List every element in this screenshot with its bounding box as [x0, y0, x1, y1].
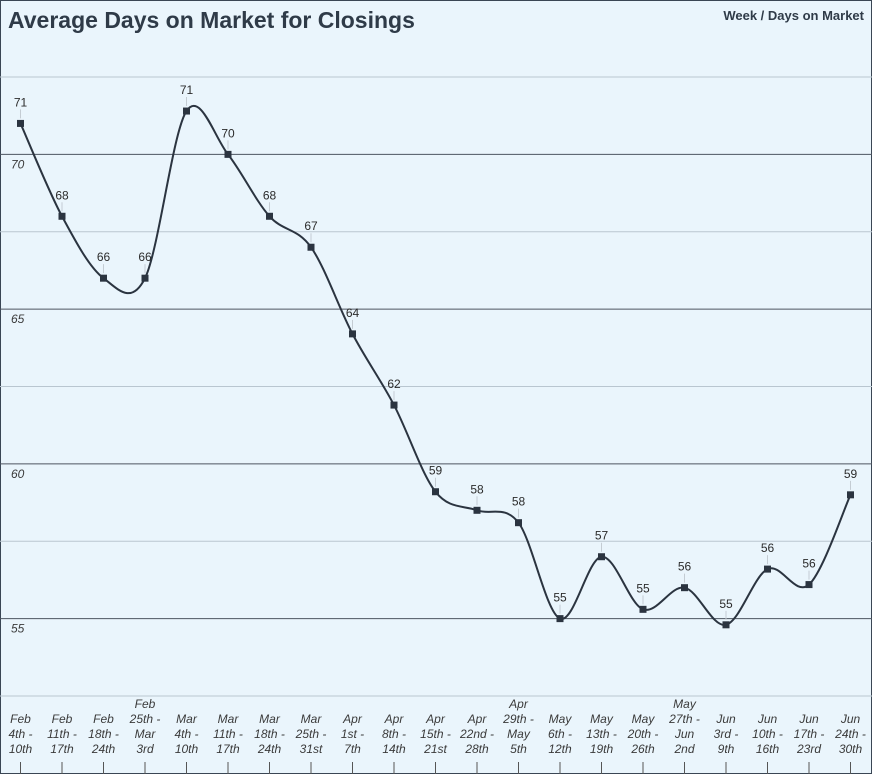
data-label: 59 — [429, 464, 443, 478]
data-point — [681, 584, 688, 592]
data-point — [266, 212, 273, 220]
y-tick-label: 65 — [11, 312, 25, 326]
x-tick-label: May 27th -Jun 2nd — [668, 697, 700, 756]
data-label: 58 — [470, 482, 484, 496]
x-tick-label: Apr 1st -7th — [341, 712, 364, 756]
x-tick-label: Feb 11th -17th — [47, 712, 77, 756]
data-label: 68 — [263, 188, 277, 202]
data-label: 55 — [719, 597, 733, 611]
data-point — [307, 243, 315, 251]
x-tick-label: Apr 29th -May 5th — [502, 697, 534, 756]
data-point — [58, 212, 66, 220]
data-point — [224, 150, 232, 158]
y-tick-label: 55 — [11, 622, 25, 636]
data-point — [473, 506, 481, 514]
data-label: 56 — [761, 541, 775, 555]
y-tick-label: 70 — [11, 157, 25, 171]
x-tick-label: Feb 4th -10th — [8, 712, 32, 756]
data-label: 57 — [595, 529, 609, 543]
y-tick-label: 60 — [11, 467, 25, 481]
data-label: 55 — [636, 581, 650, 595]
x-tick-label: Mar 18th -24th — [254, 712, 285, 756]
data-point — [805, 581, 813, 589]
data-label: 66 — [138, 250, 152, 264]
x-axis-ticks: Feb 4th -10th Feb 11th -17th Feb 18th -24th Fe… — [8, 697, 866, 774]
x-tick-label: Jun 3rd -9th — [714, 712, 739, 756]
data-point — [390, 401, 398, 409]
data-labels: 71 68 66 66 71 70 68 67 64 62 59 58 58 55 57 55 56 55 56 56… — [14, 83, 858, 620]
data-points — [17, 107, 854, 629]
data-label: 56 — [678, 560, 692, 574]
data-label: 68 — [55, 188, 69, 202]
data-label: 56 — [802, 557, 816, 571]
data-point — [764, 565, 771, 573]
grid-lines — [0, 76, 872, 697]
data-label: 59 — [844, 467, 858, 481]
data-label: 70 — [221, 126, 235, 140]
data-label: 67 — [304, 219, 318, 233]
x-tick-label: Jun 10th -16th — [752, 712, 783, 756]
data-point — [17, 119, 24, 127]
legend-label: Week / Days on Market — [723, 8, 864, 23]
data-point — [515, 519, 522, 527]
x-tick-label: Apr 8th -14th — [382, 712, 406, 756]
x-tick-label: Apr 22nd -28th — [459, 712, 494, 756]
data-label: 71 — [180, 83, 194, 97]
data-point — [722, 621, 730, 629]
data-point — [598, 553, 605, 561]
data-point — [349, 330, 356, 338]
data-label: 66 — [97, 250, 111, 264]
x-tick-label: Feb 18th -24th — [88, 712, 119, 756]
data-point — [432, 488, 439, 496]
x-tick-label: May 6th -12th — [548, 712, 572, 756]
x-tick-label: May 13th -19th — [586, 712, 617, 756]
data-point — [183, 107, 190, 115]
x-tick-label: Jun 24th -30th — [834, 712, 866, 756]
data-point — [100, 274, 107, 282]
data-point — [639, 605, 647, 613]
data-label: 71 — [14, 95, 28, 109]
x-tick-label: Feb 25th -Mar 3rd — [129, 697, 161, 756]
x-tick-label: Apr 15th -21st — [420, 712, 451, 756]
data-label: 58 — [512, 495, 526, 509]
data-label: 62 — [387, 377, 401, 391]
y-axis-ticks: 55 60 65 70 — [11, 157, 25, 635]
x-tick-label: Mar 4th -10th — [174, 712, 198, 756]
series-line — [19, 104, 852, 626]
x-tick-label: Jun 17th -23rd — [794, 712, 825, 756]
data-label: 64 — [346, 306, 360, 320]
x-tick-label: Mar 25th -31st — [295, 712, 327, 756]
data-point — [556, 615, 564, 623]
x-tick-label: Mar 11th -17th — [213, 712, 243, 756]
data-point — [847, 491, 854, 499]
chart-title: Average Days on Market for Closings — [8, 7, 415, 33]
x-tick-label: May 20th -26th — [627, 712, 659, 756]
data-point — [141, 274, 149, 282]
data-label: 55 — [553, 591, 567, 605]
